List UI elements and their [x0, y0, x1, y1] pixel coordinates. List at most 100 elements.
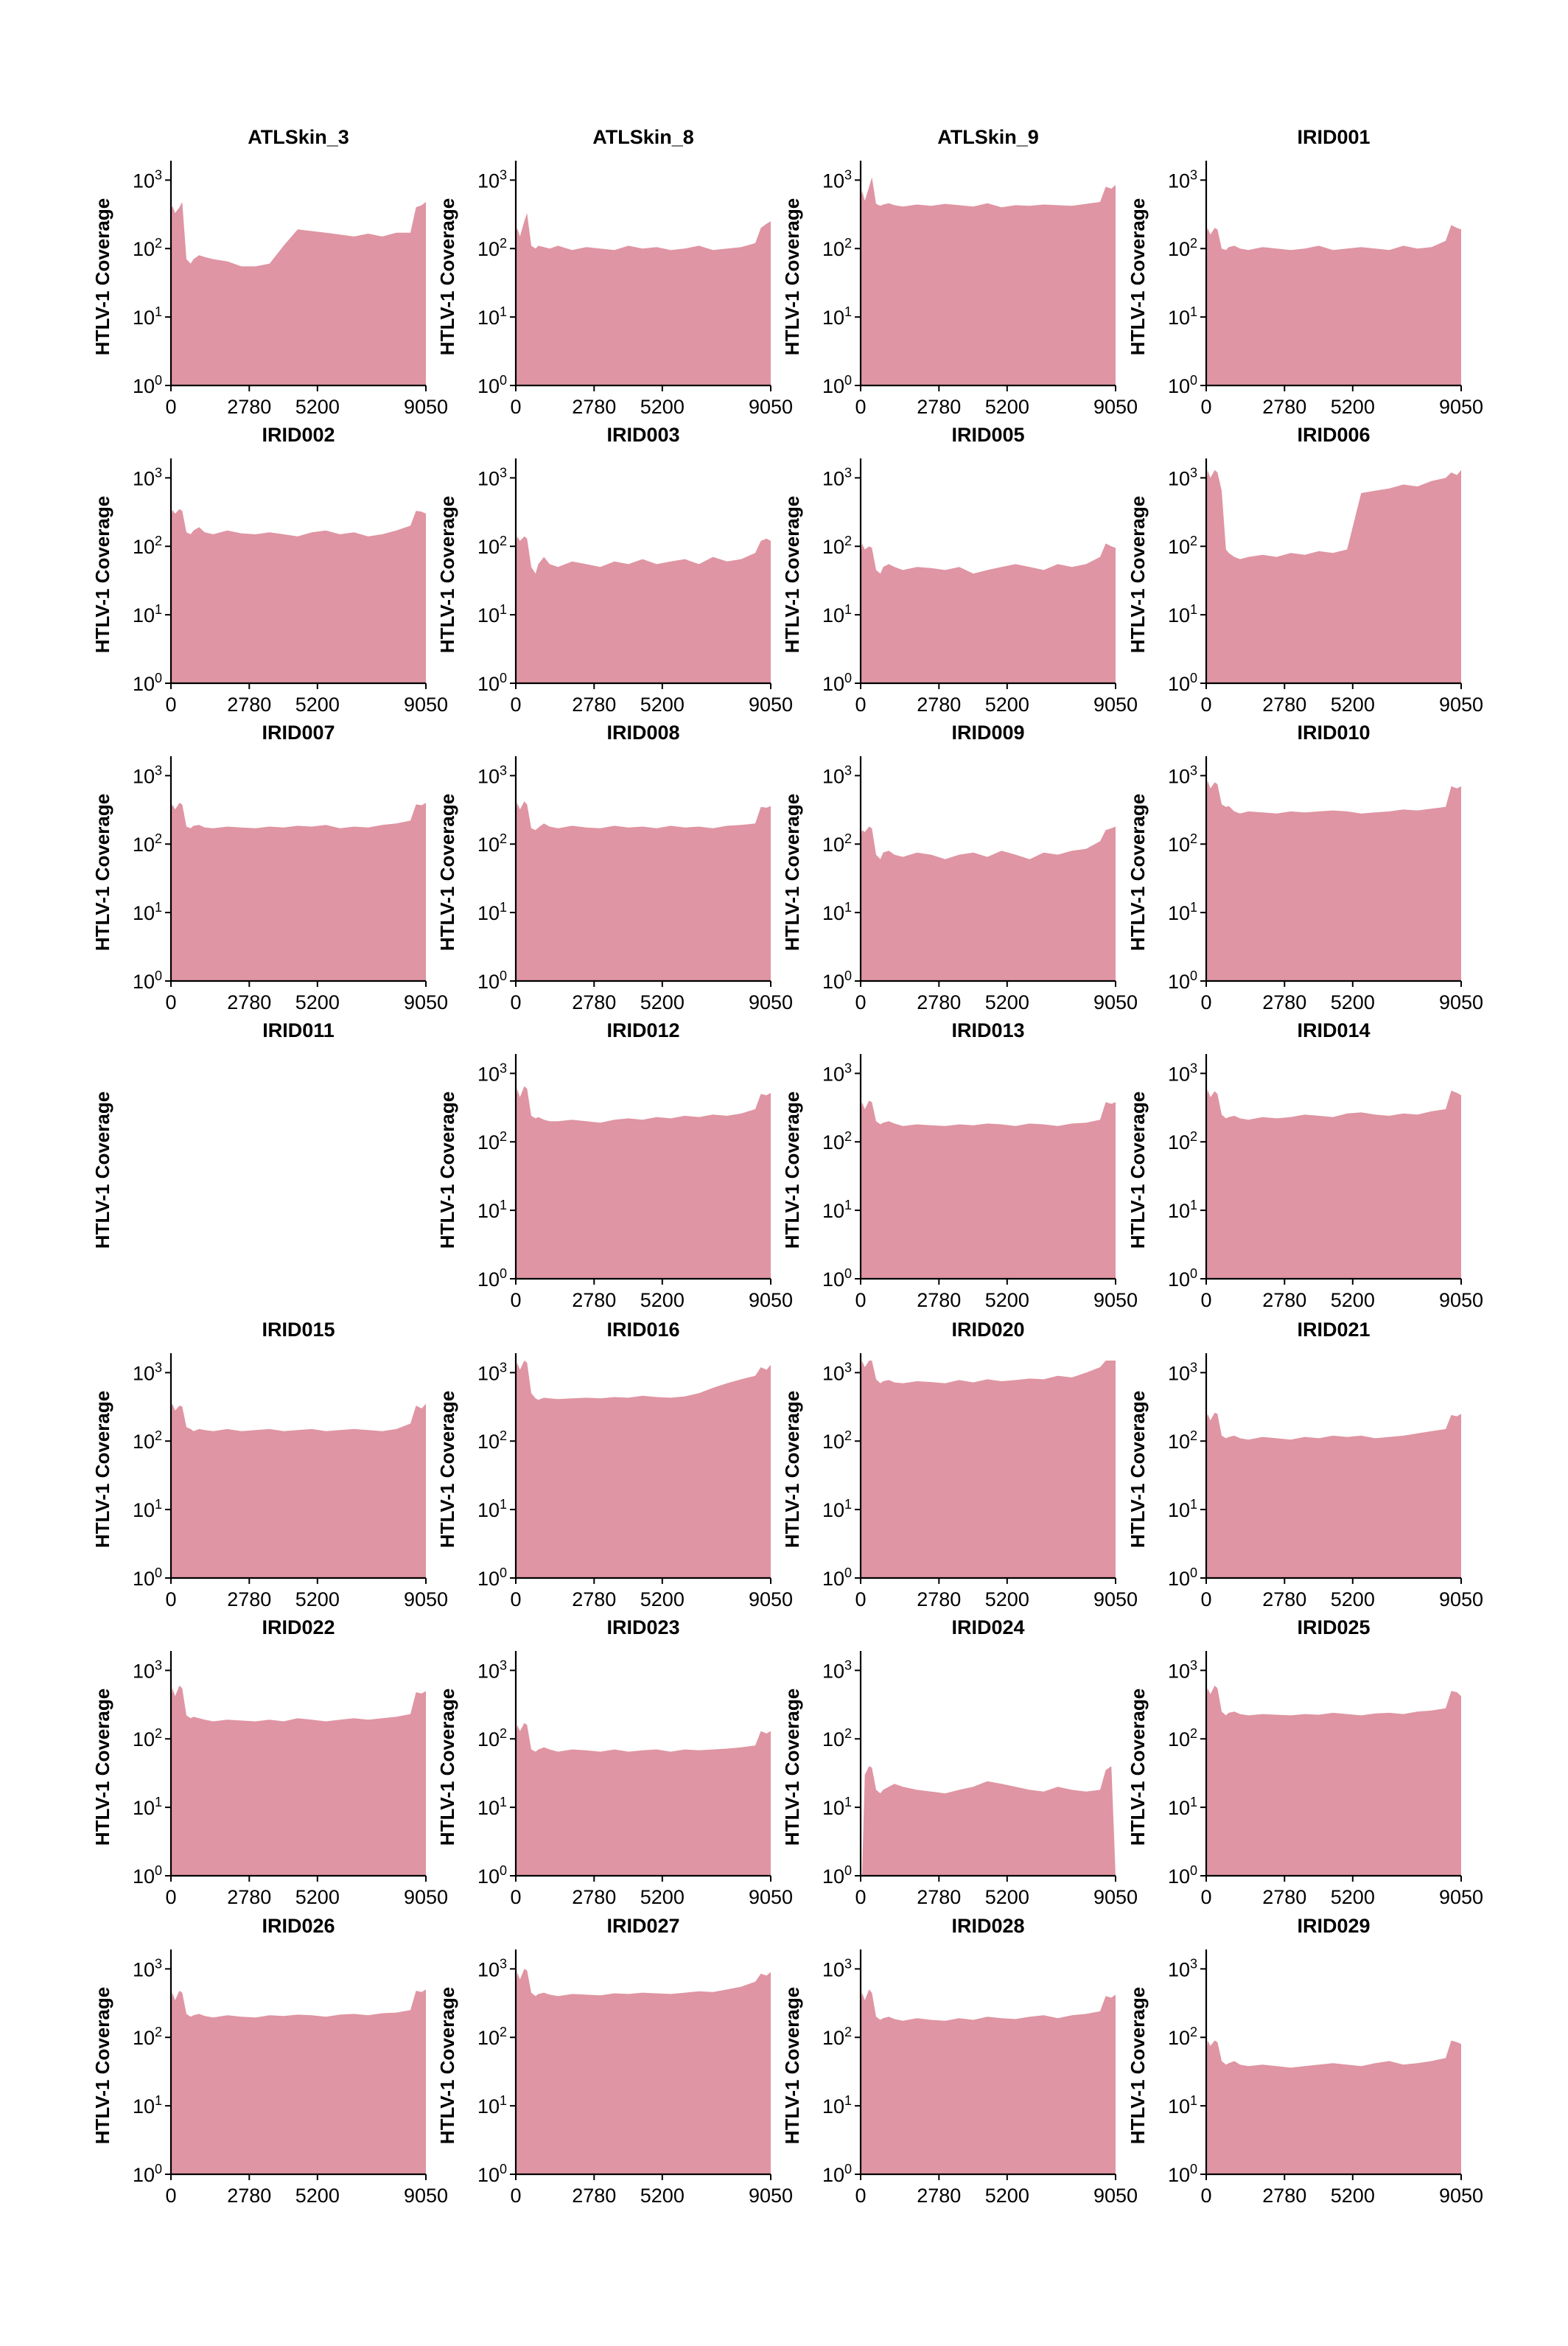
x-tick-label: 9050	[404, 1886, 448, 1908]
coverage-area	[1206, 1686, 1461, 1876]
panel-title: IRID013	[951, 1019, 1024, 1041]
y-tick-label: 103	[477, 1360, 507, 1384]
coverage-area	[171, 1686, 426, 1876]
coverage-area	[861, 1989, 1116, 2174]
y-tick-label: 100	[133, 1565, 162, 1590]
panel-title: IRID028	[951, 1915, 1024, 1937]
y-tick-label: 103	[822, 1360, 852, 1384]
y-tick-label: 103	[1168, 1658, 1197, 1682]
panel-irid026: IRID026 HTLV-1 Coverage 100 101 102 103 0 2780 5…	[91, 1915, 448, 2207]
y-axis-label: HTLV-1 Coverage	[91, 1092, 113, 1249]
x-tick-label: 0	[165, 1886, 176, 1908]
x-tick-label: 0	[510, 396, 521, 418]
x-tick-label: 5200	[640, 396, 685, 418]
y-axis-label: HTLV-1 Coverage	[436, 1391, 458, 1548]
x-tick-label: 0	[510, 1588, 521, 1610]
panel-title: IRID008	[606, 722, 679, 744]
x-tick-label: 5200	[1331, 694, 1375, 716]
panel-irid029: IRID029 HTLV-1 Coverage 100 101 102 103 0 2780 5…	[1127, 1915, 1483, 2207]
y-tick-label: 102	[477, 2025, 507, 2049]
y-tick-label: 101	[477, 900, 507, 924]
panel-irid024: IRID024 HTLV-1 Coverage 100 101 102 103 0 2780 5…	[781, 1616, 1138, 1908]
panel-atlskin-8: ATLSkin_8 HTLV-1 Coverage 100 101 102 103 0 278…	[436, 126, 793, 418]
x-tick-label: 5200	[295, 2185, 340, 2207]
x-tick-label: 5200	[985, 1289, 1029, 1311]
x-tick-label: 2780	[1262, 2185, 1306, 2207]
y-tick-label: 100	[477, 2162, 507, 2186]
panel-title: IRID009	[951, 722, 1024, 744]
coverage-area	[1206, 469, 1461, 683]
x-tick-label: 2780	[1262, 694, 1306, 716]
y-tick-label: 102	[822, 831, 852, 856]
y-tick-label: 103	[133, 167, 162, 192]
panel-irid014: IRID014 HTLV-1 Coverage 100 101 102 103 0 2780 5…	[1127, 1019, 1483, 1311]
y-axis-label: HTLV-1 Coverage	[781, 198, 803, 355]
y-tick-label: 101	[133, 2093, 162, 2118]
x-tick-label: 5200	[1331, 2185, 1375, 2207]
y-tick-label: 102	[822, 1428, 852, 1453]
y-tick-label: 101	[133, 1497, 162, 1521]
y-tick-label: 100	[133, 968, 162, 993]
y-tick-label: 102	[477, 1129, 507, 1153]
x-tick-label: 9050	[749, 1289, 793, 1311]
y-axis-label: HTLV-1 Coverage	[1127, 1391, 1149, 1548]
y-axis-label: HTLV-1 Coverage	[436, 1987, 458, 2144]
y-axis-label: HTLV-1 Coverage	[436, 1689, 458, 1846]
y-tick-label: 103	[477, 167, 507, 192]
y-axis-label: HTLV-1 Coverage	[436, 794, 458, 951]
panel-title: IRID022	[262, 1616, 335, 1638]
y-tick-label: 101	[1168, 1795, 1197, 1819]
panel-irid027: IRID027 HTLV-1 Coverage 100 101 102 103 0 2780 5…	[436, 1915, 793, 2207]
y-tick-label: 102	[1168, 534, 1197, 558]
y-tick-label: 102	[1168, 1726, 1197, 1750]
panel-title: IRID024	[951, 1616, 1024, 1638]
x-tick-label: 0	[510, 1886, 521, 1908]
coverage-area	[516, 1086, 771, 1279]
y-tick-label: 102	[822, 236, 852, 260]
y-tick-label: 101	[822, 2093, 852, 2118]
y-axis-label: HTLV-1 Coverage	[91, 1987, 113, 2144]
y-tick-label: 102	[477, 1428, 507, 1453]
x-tick-label: 5200	[295, 694, 340, 716]
x-tick-label: 9050	[1093, 2185, 1138, 2207]
y-axis-label: HTLV-1 Coverage	[1127, 1092, 1149, 1249]
y-tick-label: 100	[1168, 671, 1197, 695]
y-tick-label: 103	[477, 465, 507, 489]
panel-atlskin-9: ATLSkin_9 HTLV-1 Coverage 100 101 102 103 0 278…	[781, 126, 1138, 418]
x-tick-label: 0	[1200, 2185, 1211, 2207]
y-tick-label: 102	[477, 831, 507, 856]
x-tick-label: 0	[510, 694, 521, 716]
y-axis-label: HTLV-1 Coverage	[91, 1689, 113, 1846]
coverage-area	[171, 1989, 426, 2174]
y-tick-label: 100	[477, 1565, 507, 1590]
y-tick-label: 102	[1168, 831, 1197, 856]
y-tick-label: 102	[822, 1129, 852, 1153]
y-tick-label: 103	[133, 1956, 162, 1980]
panel-irid003: IRID003 HTLV-1 Coverage 100 101 102 103 0 2780 5…	[436, 424, 793, 716]
x-tick-label: 0	[1200, 1886, 1211, 1908]
y-tick-label: 102	[133, 534, 162, 558]
y-tick-label: 101	[133, 304, 162, 329]
x-tick-label: 9050	[749, 1588, 793, 1610]
x-tick-label: 5200	[1331, 991, 1375, 1013]
panel-title: IRID020	[951, 1319, 1024, 1341]
y-tick-label: 101	[822, 1198, 852, 1222]
y-tick-label: 101	[1168, 900, 1197, 924]
x-tick-label: 2780	[917, 396, 961, 418]
x-tick-label: 9050	[1093, 396, 1138, 418]
x-tick-label: 9050	[1439, 1588, 1483, 1610]
panel-title: IRID016	[606, 1319, 679, 1341]
panel-irid023: IRID023 HTLV-1 Coverage 100 101 102 103 0 2780 5…	[436, 1616, 793, 1908]
y-tick-label: 103	[133, 1360, 162, 1384]
y-tick-label: 103	[822, 763, 852, 787]
y-axis-label: HTLV-1 Coverage	[781, 1689, 803, 1846]
x-tick-label: 0	[855, 694, 866, 716]
x-tick-label: 2780	[917, 1289, 961, 1311]
x-tick-label: 5200	[295, 991, 340, 1013]
y-tick-label: 101	[1168, 304, 1197, 329]
x-tick-label: 5200	[640, 1289, 685, 1311]
y-tick-label: 102	[133, 1428, 162, 1453]
coverage-area	[516, 536, 771, 683]
y-tick-label: 102	[133, 236, 162, 260]
y-tick-label: 101	[477, 2093, 507, 2118]
